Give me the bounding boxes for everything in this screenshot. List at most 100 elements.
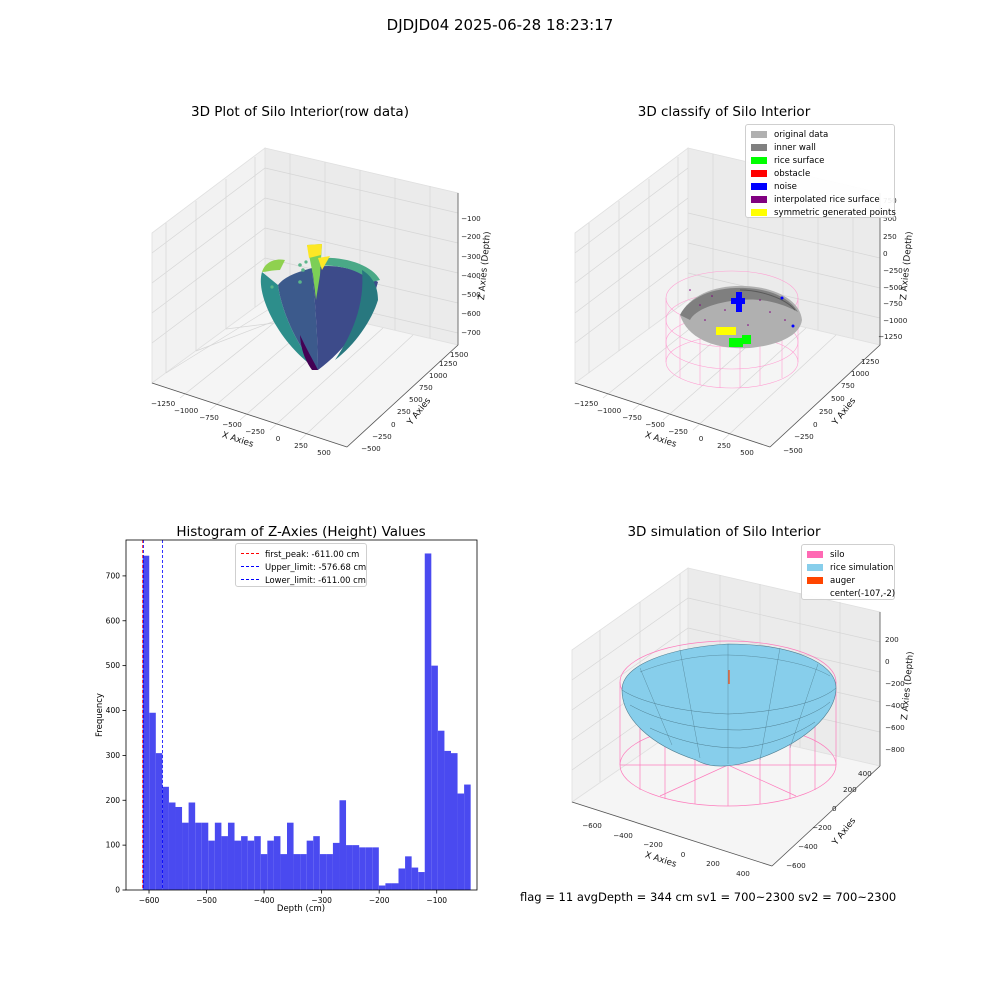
classify-ztick: −750 <box>883 299 903 308</box>
classify-xtick: −250 <box>668 427 688 436</box>
histogram-bar <box>378 885 386 890</box>
raw-zlabel: Z Axies (Depth) <box>477 231 493 301</box>
classify-ztick: −1250 <box>878 332 903 341</box>
sim-ylabel: Y Axies <box>830 816 858 848</box>
legend-label: Upper_limit: -576.68 cm <box>265 561 367 572</box>
sim-zlabel: Z Axies (Depth) <box>900 651 916 721</box>
legend-swatch <box>751 131 767 138</box>
histogram-bar <box>464 784 471 890</box>
raw-3d-zticks: −100 −200 −300 −400 −500 −600 −700 <box>461 214 481 337</box>
histogram-vlines <box>142 540 163 890</box>
sim-rice-surface <box>621 643 837 767</box>
classify-plot-title: 3D classify of Silo Interior <box>637 104 811 120</box>
legend-swatch <box>751 209 767 216</box>
histogram-bar <box>352 845 360 890</box>
histogram-xtick-label: −100 <box>426 896 447 905</box>
legend-label: silo <box>830 549 845 560</box>
raw-ytick: 750 <box>419 383 433 392</box>
histogram-bar <box>293 854 301 890</box>
raw-xtick: 500 <box>317 448 331 457</box>
histogram-bar <box>201 822 209 890</box>
raw-ztick: −700 <box>461 328 481 337</box>
raw-3d-axis-lines <box>151 193 459 448</box>
legend-swatch <box>751 183 767 190</box>
histogram-bar <box>227 822 235 890</box>
classify-ytick: 500 <box>831 394 845 403</box>
histogram-xlabel: Depth (cm) <box>277 904 325 914</box>
histogram-xtick-label: −400 <box>254 896 275 905</box>
legend-item-lower-limit: Lower_limit: -611.00 cm <box>241 573 366 586</box>
sim-ztick: −400 <box>885 701 905 710</box>
classify-ytick: 0 <box>813 420 818 429</box>
raw-ztick: −400 <box>461 271 481 280</box>
classify-ytick: 1000 <box>851 369 870 378</box>
histogram-bar <box>411 867 419 890</box>
histogram-bar <box>457 793 465 890</box>
raw-3d-surface <box>260 244 380 370</box>
sim-ztick: −800 <box>885 745 905 754</box>
raw-xtick: −500 <box>222 420 242 429</box>
histogram-bar <box>188 802 196 890</box>
classify-legend: original data inner wall rice surface ob… <box>745 124 896 219</box>
legend-label: obstacle <box>774 168 811 179</box>
raw-xtick: −1000 <box>174 406 199 415</box>
classify-ztick: 500 <box>883 214 897 223</box>
classify-inner-wall <box>680 285 802 349</box>
histogram-bar <box>195 822 202 890</box>
legend-swatch <box>751 196 767 203</box>
sim-ytick: 0 <box>832 804 837 813</box>
sim-xtick: −600 <box>582 821 602 830</box>
legend-item-original-data: original data <box>751 128 889 141</box>
classify-ztick: −1000 <box>883 316 908 325</box>
raw-ztick: −500 <box>461 290 481 299</box>
classify-xtick: 250 <box>717 441 731 450</box>
histogram-bar <box>339 800 347 890</box>
sim-ztick: 200 <box>885 635 899 644</box>
histogram-xticks: −600 −500 −400 −300 −200 −100 <box>139 890 447 905</box>
sim-ztick: −600 <box>885 723 905 732</box>
histogram-bar <box>286 822 294 890</box>
histogram-bar <box>346 845 353 890</box>
classify-3d-xticks: −1250 −1000 −750 −500 −250 0 250 500 <box>574 399 754 457</box>
histogram-bar <box>221 836 228 890</box>
raw-xtick: 0 <box>276 434 281 443</box>
raw-xtick: −750 <box>199 413 219 422</box>
legend-item-first-peak: first_peak: -611.00 cm <box>241 547 361 560</box>
legend-swatch <box>807 551 823 558</box>
histogram-ytick-label: 600 <box>106 616 121 625</box>
raw-ytick: 250 <box>397 407 411 416</box>
histogram-bar <box>267 840 274 890</box>
histogram-bar <box>365 847 373 890</box>
sim-ytick: −400 <box>798 842 818 851</box>
raw-xtick: 250 <box>294 441 308 450</box>
legend-label: center(-107,-2) <box>830 588 896 599</box>
sim-xlabel: X Axies <box>644 850 678 870</box>
sim-ztick: 0 <box>885 657 890 666</box>
sim-xtick: 0 <box>681 850 686 859</box>
classify-3d-yticks: −500 −250 0 250 500 750 1000 1250 <box>783 357 880 455</box>
legend-item-inner-wall: inner wall <box>751 141 889 154</box>
classify-points <box>689 289 795 347</box>
classify-ytick: 250 <box>819 407 833 416</box>
legend-item-symmetric: symmetric generated points <box>751 206 896 219</box>
raw-xtick: −1250 <box>151 399 176 408</box>
sim-3d-yticks: −600 −400 −200 0 200 400 <box>786 769 872 870</box>
histogram-bars <box>142 553 471 890</box>
raw-ytick: −500 <box>361 444 381 453</box>
classify-ztick: 0 <box>883 249 888 258</box>
legend-swatch <box>807 564 823 571</box>
raw-ytick: 1250 <box>439 359 458 368</box>
raw-ztick: −300 <box>461 252 481 261</box>
simulation-plot-title: 3D simulation of Silo Interior <box>627 524 821 540</box>
histogram-bar <box>313 836 320 890</box>
raw-3d-gridlines <box>151 154 459 441</box>
histogram-bar <box>182 822 189 890</box>
legend-line <box>241 566 259 567</box>
sim-ytick: −600 <box>786 861 806 870</box>
histogram-bar <box>444 750 451 890</box>
legend-label: Lower_limit: -611.00 cm <box>265 574 366 585</box>
histogram-bar <box>424 553 432 890</box>
raw-plot-title: 3D Plot of Silo Interior(row data) <box>191 104 409 120</box>
status-footer: flag = 11 avgDepth = 344 cm sv1 = 700~23… <box>520 890 897 904</box>
legend-label: interpolated rice surface <box>774 194 880 205</box>
